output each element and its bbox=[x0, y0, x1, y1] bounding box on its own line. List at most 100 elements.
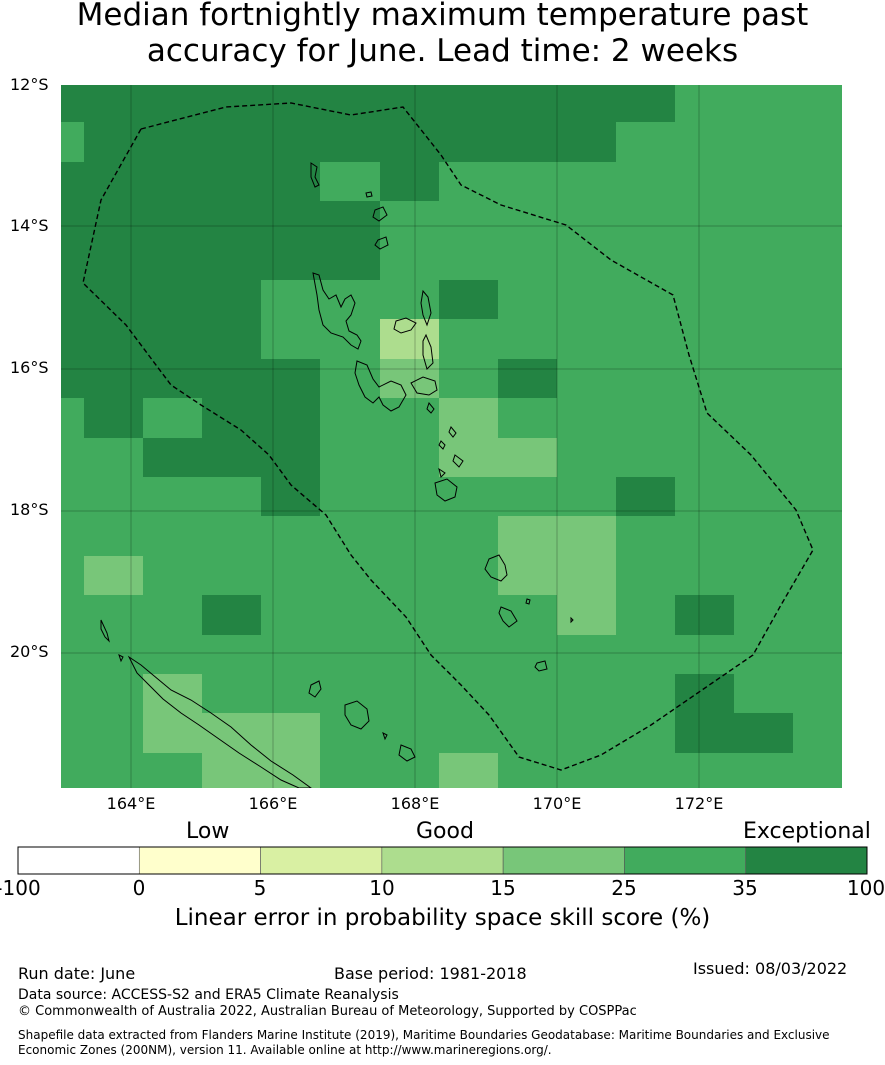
skill-cell bbox=[143, 516, 204, 557]
skill-cell bbox=[498, 241, 559, 282]
skill-cell bbox=[616, 595, 677, 636]
skill-cell bbox=[498, 674, 559, 715]
skill-cell bbox=[143, 398, 204, 439]
skill-cell bbox=[61, 398, 86, 439]
skill-cell bbox=[498, 319, 559, 360]
skill-cell bbox=[498, 477, 559, 518]
skill-cell bbox=[61, 713, 86, 754]
skill-cell bbox=[61, 595, 86, 636]
skill-cell bbox=[675, 241, 736, 282]
lat-label-18s: 18°S bbox=[10, 500, 49, 519]
skill-cell bbox=[320, 241, 381, 282]
colorbar-tick-25: 25 bbox=[611, 876, 637, 900]
skill-cell bbox=[498, 516, 559, 557]
skill-cell bbox=[734, 753, 795, 788]
skill-cell bbox=[793, 556, 842, 597]
skill-cell bbox=[557, 477, 618, 518]
colorbar-tick-5: 5 bbox=[253, 876, 267, 900]
skill-cell bbox=[498, 162, 559, 203]
skill-cell bbox=[498, 595, 559, 636]
skill-cell bbox=[143, 162, 204, 203]
skill-cell bbox=[61, 85, 86, 124]
skill-cell bbox=[498, 438, 559, 479]
skill-cell bbox=[143, 438, 204, 479]
skill-cell bbox=[675, 753, 736, 788]
skill-cell bbox=[675, 359, 736, 400]
skill-cell bbox=[616, 398, 677, 439]
colorbar-tick-35: 35 bbox=[732, 876, 758, 900]
skill-cell bbox=[439, 753, 500, 788]
skill-cell bbox=[675, 85, 736, 124]
skill-cell bbox=[793, 122, 842, 163]
skill-cell bbox=[202, 359, 263, 400]
skill-cell bbox=[261, 635, 322, 676]
skill-cell bbox=[557, 241, 618, 282]
skill-cell bbox=[498, 122, 559, 163]
skill-cell bbox=[202, 477, 263, 518]
skill-cell bbox=[380, 201, 441, 242]
skill-cell bbox=[61, 162, 86, 203]
skill-cell bbox=[439, 595, 500, 636]
skill-cell bbox=[616, 319, 677, 360]
skill-cell bbox=[439, 398, 500, 439]
map-title-line2: accuracy for June. Lead time: 2 weeks bbox=[146, 33, 739, 69]
base-period: Base period: 1981-2018 bbox=[334, 964, 527, 983]
skill-cell bbox=[793, 162, 842, 203]
skill-cell bbox=[202, 753, 263, 788]
skill-cell bbox=[498, 635, 559, 676]
skill-cell bbox=[557, 753, 618, 788]
skill-cell bbox=[261, 753, 322, 788]
lon-label-168e: 168°E bbox=[390, 794, 440, 813]
colorbar-swatch bbox=[502, 846, 625, 875]
skill-cell bbox=[793, 359, 842, 400]
skill-cell bbox=[557, 516, 618, 557]
skill-cell bbox=[261, 477, 322, 518]
skill-cell bbox=[439, 477, 500, 518]
skill-cell bbox=[84, 241, 145, 282]
lat-label-14s: 14°S bbox=[10, 216, 49, 235]
skill-cell bbox=[261, 516, 322, 557]
skill-cell bbox=[380, 280, 441, 321]
skill-cell bbox=[557, 201, 618, 242]
skill-cell bbox=[793, 516, 842, 557]
skill-cell bbox=[320, 753, 381, 788]
skill-cell bbox=[616, 85, 677, 124]
skill-cell bbox=[734, 280, 795, 321]
skill-cell bbox=[202, 241, 263, 282]
map-title-line1: Median fortnightly maximum temperature p… bbox=[76, 0, 809, 33]
skill-cell bbox=[202, 556, 263, 597]
skill-cell bbox=[498, 398, 559, 439]
skill-cell bbox=[143, 713, 204, 754]
skill-cell bbox=[557, 280, 618, 321]
lon-label-166e: 166°E bbox=[248, 794, 298, 813]
skill-cell bbox=[143, 280, 204, 321]
skill-cell bbox=[84, 122, 145, 163]
skill-cell bbox=[793, 438, 842, 479]
skill-cell bbox=[320, 635, 381, 676]
skill-cell bbox=[793, 753, 842, 788]
category-exceptional: Exceptional bbox=[743, 819, 871, 844]
skill-cell bbox=[261, 556, 322, 597]
skill-cell bbox=[84, 280, 145, 321]
skill-cell bbox=[320, 674, 381, 715]
skill-cell bbox=[84, 556, 145, 597]
skill-cell bbox=[61, 359, 86, 400]
skill-cell bbox=[320, 201, 381, 242]
skill-cell bbox=[143, 241, 204, 282]
skill-cell bbox=[439, 319, 500, 360]
skill-cell bbox=[557, 674, 618, 715]
skill-cell bbox=[498, 280, 559, 321]
skill-cell bbox=[380, 516, 441, 557]
skill-cell bbox=[202, 438, 263, 479]
skill-cell bbox=[61, 201, 86, 242]
skill-cell bbox=[261, 438, 322, 479]
skill-cell bbox=[61, 635, 86, 676]
shapefile-credit-line1: Shapefile data extracted from Flanders M… bbox=[18, 1028, 830, 1042]
skill-cell bbox=[616, 674, 677, 715]
graticule bbox=[61, 85, 842, 788]
skill-cell bbox=[439, 359, 500, 400]
skill-cell bbox=[557, 359, 618, 400]
skill-cell bbox=[61, 319, 86, 360]
skill-cell bbox=[61, 674, 86, 715]
skill-cell bbox=[793, 477, 842, 518]
